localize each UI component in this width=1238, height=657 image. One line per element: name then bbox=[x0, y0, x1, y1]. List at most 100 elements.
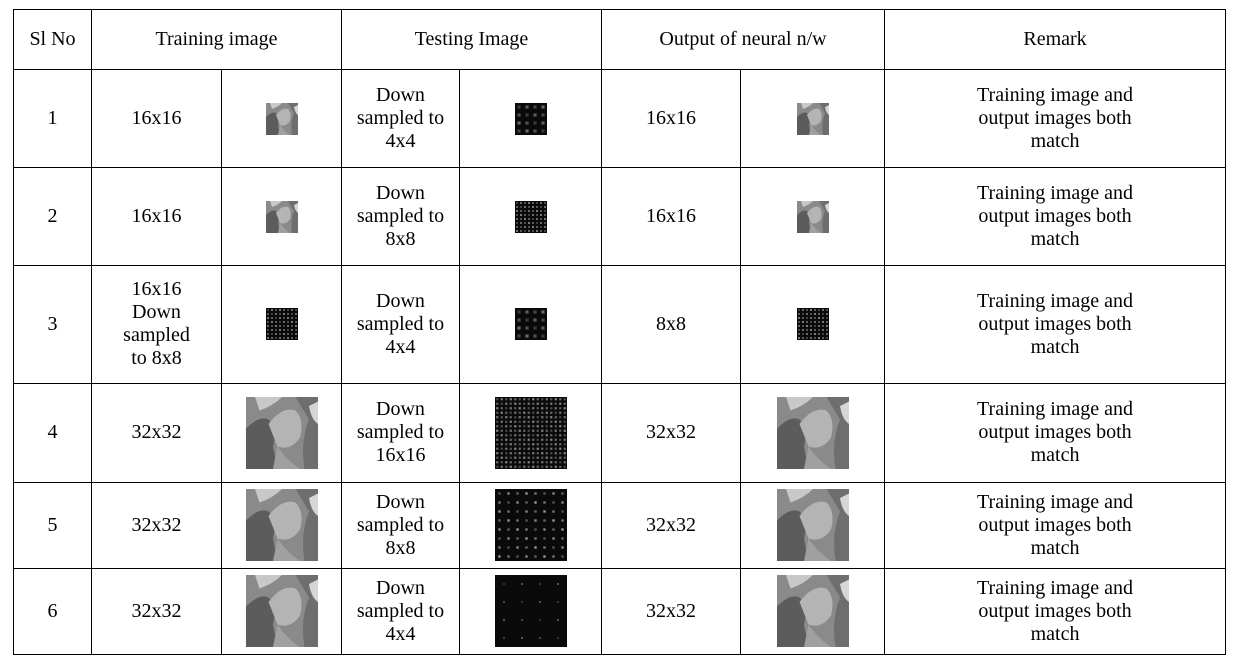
output-label-cell: 32x32 bbox=[601, 382, 742, 483]
thumbnail-image bbox=[494, 489, 567, 562]
thumbnail-image bbox=[494, 575, 567, 648]
testing-label-cell: Down sampled to 4x4 bbox=[341, 567, 460, 656]
remark-cell: Training image and output images both matc… bbox=[884, 382, 1227, 483]
remark-cell-line: match bbox=[1030, 130, 1080, 153]
output-image-cell bbox=[740, 68, 886, 169]
testing-label-cell: Down sampled to 4x4 bbox=[341, 265, 460, 384]
sl-no-cell: 6 bbox=[13, 567, 92, 656]
thumbnail-image bbox=[265, 200, 298, 233]
training-label-cell: 32x32 bbox=[91, 382, 222, 483]
thumbnail-image bbox=[245, 489, 318, 562]
training-image-cell bbox=[221, 567, 342, 656]
testing-image-cell bbox=[458, 68, 603, 169]
testing-label-cell-line: sampled to bbox=[356, 421, 445, 444]
header-sl-no: Sl No bbox=[13, 9, 92, 70]
testing-image-cell bbox=[458, 167, 603, 267]
header-output: Output of neural n/w bbox=[601, 9, 886, 70]
remark-cell-line: output images both bbox=[978, 107, 1132, 130]
table-row: 4 32x32 Down sampled to 16x16 32x32 Training i… bbox=[13, 382, 1227, 483]
testing-label-cell-line: 8x8 bbox=[385, 228, 416, 251]
remark-cell-line: match bbox=[1030, 622, 1080, 645]
thumbnail-image bbox=[514, 102, 547, 135]
sl-no-cell: 1 bbox=[13, 68, 92, 169]
training-label-cell-line: 32x32 bbox=[131, 513, 182, 536]
header-remark: Remark bbox=[884, 9, 1227, 70]
remark-cell-line: match bbox=[1030, 444, 1080, 467]
testing-label-cell-line: 4x4 bbox=[385, 335, 416, 358]
training-label-cell: 32x32 bbox=[91, 567, 222, 656]
sl-no-cell: 3 bbox=[13, 265, 92, 384]
training-label-cell-line: sampled bbox=[123, 324, 190, 347]
training-image-cell bbox=[221, 167, 342, 267]
training-label-cell-line: to 8x8 bbox=[131, 347, 182, 370]
testing-image-cell bbox=[458, 481, 603, 569]
sl-no-cell: 5 bbox=[13, 481, 92, 569]
remark-cell-line: Training image and bbox=[977, 84, 1133, 107]
training-image-cell bbox=[221, 265, 342, 384]
remark-cell-line: output images both bbox=[978, 513, 1132, 536]
testing-label-cell: Down sampled to 8x8 bbox=[341, 481, 460, 569]
testing-image-cell bbox=[458, 382, 603, 483]
output-image-cell bbox=[740, 382, 886, 483]
output-label-cell: 16x16 bbox=[601, 167, 742, 267]
training-label-cell: 32x32 bbox=[91, 481, 222, 569]
training-label-cell-line: 16x16 bbox=[131, 278, 182, 301]
thumbnail-image bbox=[494, 396, 567, 469]
testing-label-cell-line: sampled to bbox=[356, 513, 445, 536]
testing-image-cell bbox=[458, 265, 603, 384]
testing-label-cell-line: Down bbox=[376, 182, 425, 205]
table-row: 3 16x16 Down sampled to 8x8 Down sampled to 4x4… bbox=[13, 265, 1227, 384]
output-image-cell bbox=[740, 167, 886, 267]
thumbnail-image bbox=[265, 308, 298, 341]
training-label-cell-line: 16x16 bbox=[131, 107, 182, 130]
testing-label-cell-line: Down bbox=[376, 84, 425, 107]
output-label-cell: 32x32 bbox=[601, 567, 742, 656]
output-label-cell: 32x32 bbox=[601, 481, 742, 569]
testing-label-cell-line: sampled to bbox=[356, 107, 445, 130]
table-row: 2 16x16 Down sampled to 8x8 16x16 Training ima… bbox=[13, 167, 1227, 267]
thumbnail-image bbox=[776, 396, 849, 469]
remark-cell: Training image and output images both matc… bbox=[884, 265, 1227, 384]
training-label-cell-line: 32x32 bbox=[131, 421, 182, 444]
remark-cell-line: match bbox=[1030, 335, 1080, 358]
remark-cell-line: Training image and bbox=[977, 182, 1133, 205]
thumbnail-image bbox=[776, 489, 849, 562]
thumbnail-image bbox=[245, 396, 318, 469]
output-image-cell bbox=[740, 265, 886, 384]
testing-image-cell bbox=[458, 567, 603, 656]
thumbnail-image bbox=[776, 575, 849, 648]
training-label-cell-line: 32x32 bbox=[131, 599, 182, 622]
testing-label-cell-line: sampled to bbox=[356, 205, 445, 228]
remark-cell: Training image and output images both matc… bbox=[884, 567, 1227, 656]
thumbnail-image bbox=[265, 102, 298, 135]
testing-label-cell-line: Down bbox=[376, 490, 425, 513]
training-label-cell-line: Down bbox=[132, 301, 181, 324]
training-image-cell bbox=[221, 382, 342, 483]
remark-cell-line: match bbox=[1030, 228, 1080, 251]
header-testing-image: Testing Image bbox=[340, 9, 603, 70]
output-image-cell bbox=[740, 481, 886, 569]
remark-cell: Training image and output images both matc… bbox=[884, 167, 1227, 267]
remark-cell-line: output images both bbox=[978, 421, 1132, 444]
testing-label-cell-line: sampled to bbox=[356, 599, 445, 622]
table-row: 6 32x32 Down sampled to 4x4 32x32 Training ima… bbox=[13, 567, 1227, 656]
thumbnail-image bbox=[796, 102, 829, 135]
sl-no-cell: 4 bbox=[13, 382, 92, 483]
testing-label-cell-line: Down bbox=[376, 398, 425, 421]
remark-cell-line: Training image and bbox=[977, 576, 1133, 599]
testing-label-cell-line: 4x4 bbox=[385, 130, 416, 153]
testing-label-cell: Down sampled to 16x16 bbox=[341, 382, 460, 483]
testing-label-cell-line: sampled to bbox=[356, 312, 445, 335]
remark-cell-line: output images both bbox=[978, 205, 1132, 228]
output-image-cell bbox=[740, 567, 886, 656]
output-label-cell: 8x8 bbox=[601, 265, 742, 384]
remark-cell-line: Training image and bbox=[977, 289, 1133, 312]
thumbnail-image bbox=[514, 308, 547, 341]
training-image-cell bbox=[221, 68, 342, 169]
header-row: Sl No Training image Testing Image Outpu… bbox=[13, 9, 1227, 70]
training-label-cell-line: 16x16 bbox=[131, 205, 182, 228]
remark-cell-line: Training image and bbox=[977, 490, 1133, 513]
table-body: 1 16x16 Down sampled to 4x4 16x16 Training ima… bbox=[13, 68, 1227, 656]
testing-label-cell-line: Down bbox=[376, 289, 425, 312]
